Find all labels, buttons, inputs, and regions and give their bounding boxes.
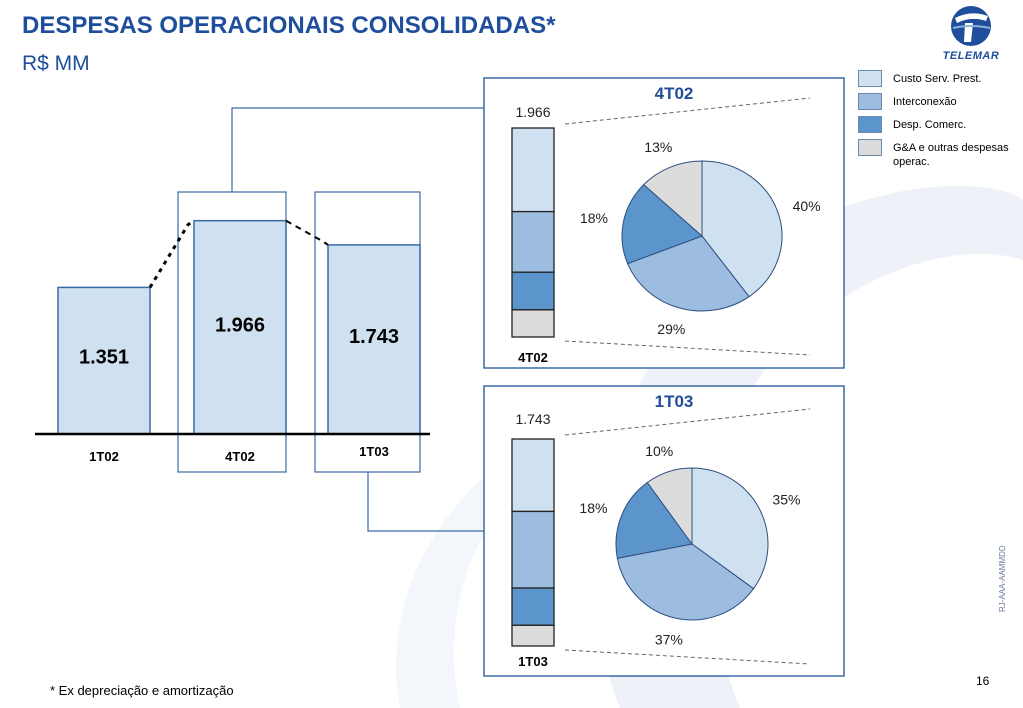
legend-swatch — [858, 116, 882, 133]
guide-line — [564, 649, 811, 665]
pie-slice — [615, 481, 693, 559]
panel-title: 4T02 — [655, 84, 694, 103]
stack-segment — [511, 309, 555, 338]
legend-label: Desp. Comerc. — [893, 119, 967, 131]
bar — [193, 219, 287, 435]
page-title: DESPESAS OPERACIONAIS CONSOLIDADAS* — [22, 12, 556, 39]
connector-line — [367, 472, 484, 532]
stack-segment — [511, 510, 555, 589]
pie-slice-label: 10% — [645, 443, 673, 459]
stack-segment — [511, 210, 555, 273]
pie-slice-label: 29% — [657, 321, 685, 337]
bar-value-label: 1.966 — [215, 315, 265, 337]
page-number: 16 — [976, 674, 990, 688]
trend-line — [285, 219, 329, 246]
pie-slice — [626, 235, 750, 312]
pie-slice-label: 18% — [580, 210, 608, 226]
pie-slice-label: 40% — [793, 198, 821, 214]
guide-line — [564, 97, 811, 125]
legend-swatch — [858, 139, 882, 156]
trend-line — [148, 219, 195, 289]
stack-segment — [511, 127, 555, 213]
legend-label: Custo Serv. Prest. — [893, 73, 982, 85]
pie-slice — [701, 160, 783, 298]
logo-text: TELEMAR — [942, 50, 1000, 62]
x-tick-label: 1T02 — [89, 449, 119, 464]
stack-segment — [511, 438, 555, 513]
bar — [327, 244, 421, 435]
pie-slice — [691, 467, 769, 590]
pie-slice — [621, 183, 703, 265]
stack-category-label: 4T02 — [518, 350, 548, 365]
legend-label: G&A e outras despesas operac. — [893, 142, 1009, 168]
pie-slice-label: 18% — [579, 500, 607, 516]
pie-slice-label: 37% — [655, 632, 683, 648]
telemar-logo: TELEMAR — [928, 4, 1014, 64]
stack-segment — [511, 271, 555, 311]
x-tick-label: 1T03 — [359, 444, 389, 459]
pie-slice — [616, 543, 755, 621]
telemar-globe-icon — [951, 6, 991, 46]
legend-swatch — [858, 93, 882, 110]
stack-category-label: 1T03 — [518, 654, 548, 669]
page-subtitle: R$ MM — [22, 52, 90, 75]
x-tick-label: 4T02 — [225, 449, 255, 464]
document-code: RJ-AAA-AAMMDD — [998, 545, 1007, 612]
guide-line — [564, 340, 811, 356]
connector-line — [231, 107, 484, 192]
guide-line — [564, 408, 811, 436]
bar-value-label: 1.743 — [349, 326, 399, 348]
footnote: * Ex depreciação e amortização — [50, 683, 234, 698]
stack-total-label: 1.966 — [515, 104, 550, 120]
stack-segment — [511, 587, 555, 626]
pie-slice — [642, 160, 703, 238]
bar — [57, 286, 151, 435]
panel-title: 1T03 — [655, 392, 694, 411]
legend-label: Interconexão — [893, 96, 957, 108]
pie-slice-label: 13% — [644, 139, 672, 155]
pie-slice-label: 35% — [772, 492, 800, 508]
stack-segment — [511, 624, 555, 647]
legend-swatch — [858, 70, 882, 87]
bar-value-label: 1.351 — [79, 347, 129, 369]
stack-total-label: 1.743 — [515, 411, 550, 427]
pie-slice — [646, 467, 693, 546]
